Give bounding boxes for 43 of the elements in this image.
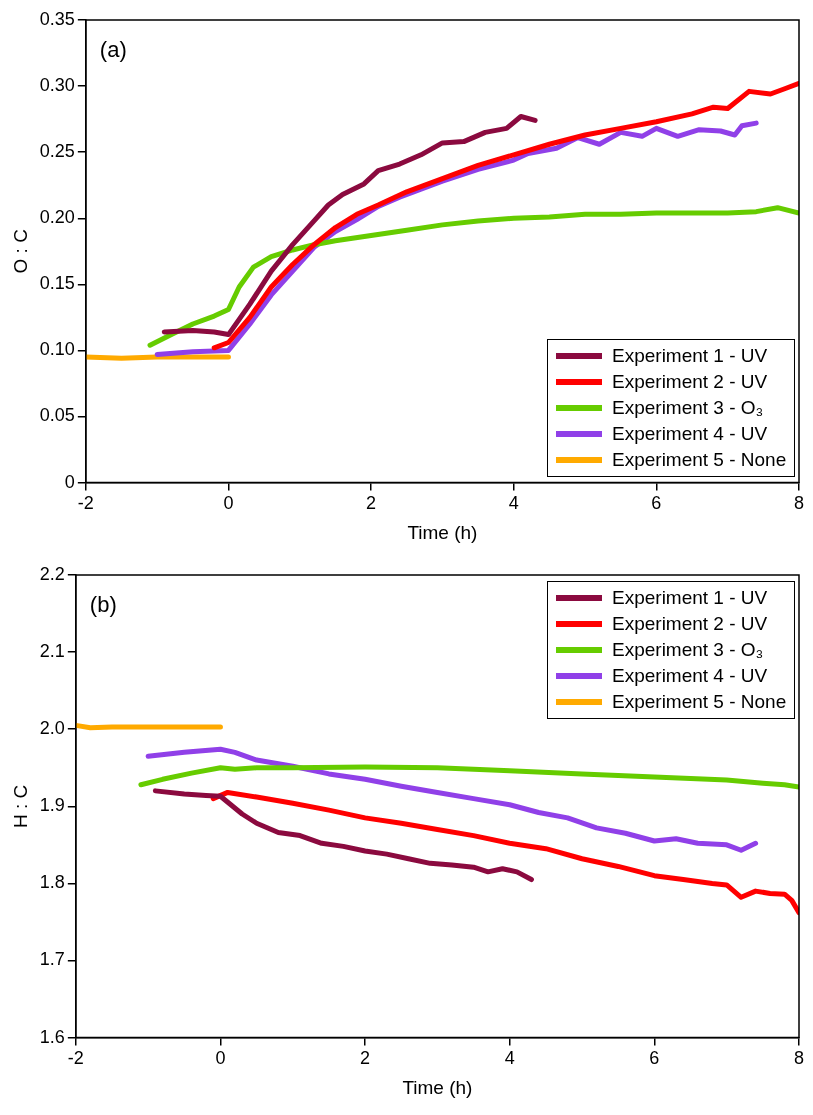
x-tick-label: 8 (793, 1048, 805, 1069)
legend-label: Experiment 2 - UV (612, 612, 768, 636)
y-axis-title: H : C (9, 784, 31, 828)
x-tick-label: 8 (793, 493, 805, 514)
y-tick-label: 0 (64, 471, 75, 492)
legend-label: Experiment 5 - None (612, 447, 787, 472)
annotation: (a) (99, 37, 127, 63)
legend-label: Experiment 4 - UV (612, 664, 768, 688)
x-tick-label: -2 (77, 493, 94, 514)
x-tick-label: 4 (508, 493, 519, 514)
y-tick-label: 0.25 (39, 141, 75, 162)
legend-label: Experiment 3 - O₃ (612, 638, 764, 662)
x-tick-label: 6 (649, 1048, 660, 1069)
y-axis-title: O : C (9, 229, 31, 274)
x-axis-title: Time (h) (407, 521, 478, 543)
y-tick-label: 1.9 (39, 795, 65, 816)
legend-label: Experiment 5 - None (612, 690, 787, 714)
legend-label: Experiment 3 - O₃ (612, 395, 764, 420)
legend-label: Experiment 2 - UV (612, 369, 768, 394)
x-tick-label: 2 (366, 493, 377, 514)
y-tick-label: 0.35 (39, 8, 75, 29)
y-tick-label: 2.1 (39, 641, 65, 662)
y-tick-label: 0.30 (39, 75, 75, 96)
y-tick-label: 2.0 (39, 718, 65, 739)
y-tick-label: 0.20 (39, 207, 75, 228)
y-tick-label: 0.10 (39, 339, 75, 360)
annotation: (b) (89, 592, 117, 618)
x-tick-label: 4 (504, 1048, 515, 1069)
x-tick-label: -2 (67, 1048, 84, 1069)
x-tick-label: 6 (651, 493, 662, 514)
y-tick-label: 1.7 (39, 949, 65, 970)
x-tick-label: 0 (215, 1048, 226, 1069)
x-tick-label: 2 (360, 1048, 371, 1069)
y-tick-label: 1.8 (39, 872, 65, 893)
y-tick-label: 1.6 (39, 1026, 65, 1047)
x-axis-title: Time (h) (402, 1076, 473, 1098)
y-tick-label: 0.15 (39, 273, 75, 294)
legend-label: Experiment 1 - UV (612, 343, 768, 368)
x-tick-label: 0 (223, 493, 234, 514)
y-tick-label: 2.2 (39, 563, 65, 584)
legend-label: Experiment 1 - UV (612, 586, 768, 610)
y-tick-label: 0.05 (39, 405, 75, 426)
legend-label: Experiment 4 - UV (612, 421, 768, 446)
